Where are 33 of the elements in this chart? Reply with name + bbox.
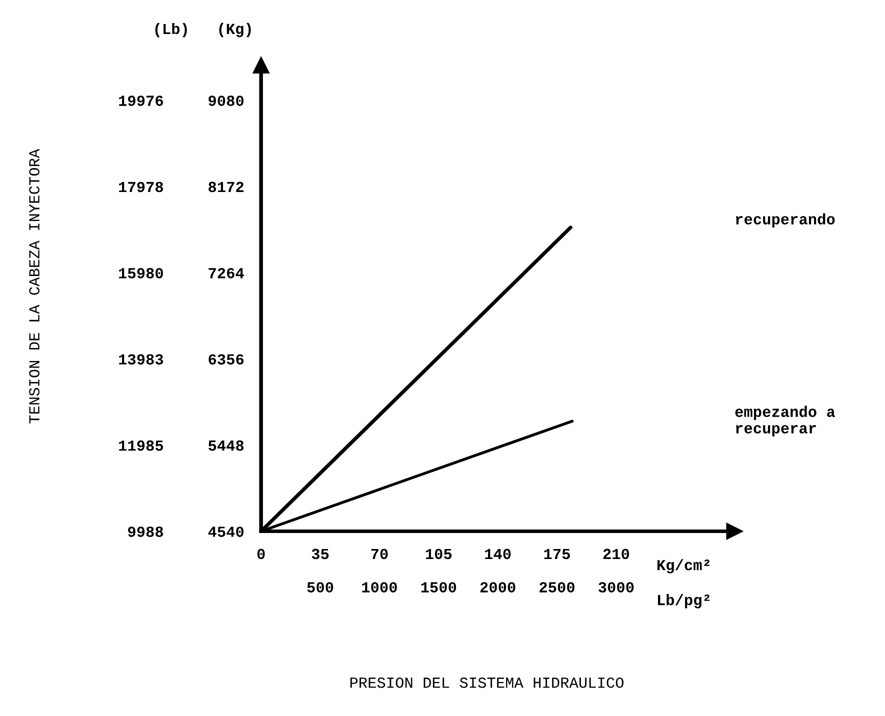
y2-axis-title: (Lb) — [155, 22, 187, 38]
x-tick-label: 210 — [603, 548, 630, 560]
x2-tick-label: 3000 — [598, 582, 634, 593]
y2-tick-label: 9988 — [128, 526, 164, 537]
x2-tick-label: 1000 — [362, 582, 397, 592]
x2-tick-label: 1500 — [421, 582, 456, 592]
x-tick-label: 140 — [485, 548, 511, 560]
text: Lb/pg² — [658, 594, 710, 608]
text: empezando a recuperar — [735, 406, 836, 436]
text: PRESION DEL SISTEMA HIDRAULICO — [350, 678, 624, 688]
y-tick-label: 4540 — [208, 526, 244, 537]
x-tick-label: 175 — [544, 548, 570, 560]
x2-tick-label: 2000 — [480, 582, 516, 592]
x-tick-label: 70 — [371, 548, 388, 560]
x2-tick-label: 2500 — [540, 582, 574, 592]
y2-tick-label: 17978 — [119, 182, 164, 192]
y2-tick-label: 15980 — [119, 268, 163, 278]
text: TENSION DE LA CABEZA INYECTORA — [29, 148, 40, 424]
y-tick-label: 6356 — [208, 354, 244, 365]
x-tick-label: 0 — [257, 548, 265, 560]
x2-tick-label: 500 — [307, 582, 334, 592]
y-tick-label: 9080 — [208, 96, 244, 106]
x-tick-label: 105 — [426, 548, 452, 560]
y-axis-title: (Kg) — [219, 22, 251, 38]
y-tick-label: 5448 — [208, 440, 244, 451]
text: recuperando — [736, 213, 835, 228]
y2-tick-label: 19976 — [119, 96, 163, 106]
x-tick-label: 35 — [312, 548, 329, 560]
y2-tick-label: 13983 — [119, 354, 164, 365]
y-tick-label: 8172 — [208, 182, 244, 192]
y-tick-label: 7264 — [208, 268, 244, 278]
y2-tick-label: 11985 — [119, 440, 164, 451]
text: Kg/cm² — [657, 559, 710, 574]
